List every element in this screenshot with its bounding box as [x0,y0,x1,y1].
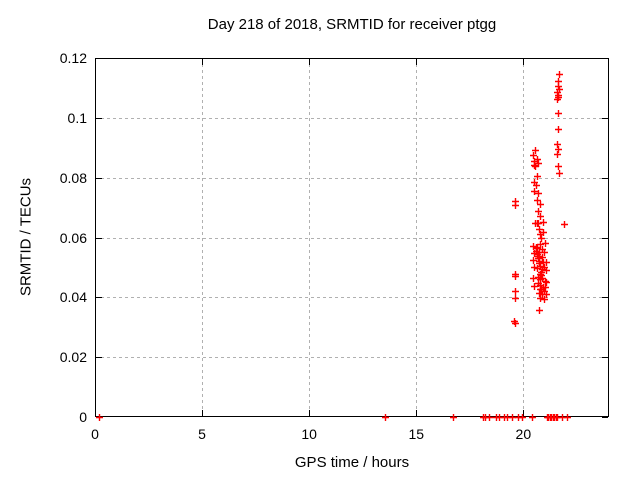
data-point-marker [530,243,537,250]
x-tick-label: 10 [301,426,317,442]
x-axis-label: GPS time / hours [294,454,410,471]
data-point-marker [537,276,544,283]
tick-marks [95,58,608,418]
data-point-marker [540,219,547,226]
data-point-marker [535,255,542,262]
y-tick-label: 0.08 [59,169,87,186]
data-point-marker [564,414,571,421]
data-point-marker [535,190,542,197]
data-point-marker [530,152,537,159]
data-point-marker [534,197,541,204]
chart-title: Day 218 of 2018, SRMTID for receiver ptg… [207,16,497,33]
data-point-marker [535,208,542,215]
data-point-marker [534,251,541,258]
data-point-marker [555,110,562,117]
data-point-marker [555,163,562,170]
data-point-marker [530,257,537,264]
data-point-marker [542,240,549,247]
grid-lines [95,58,609,417]
data-points [96,71,571,421]
x-tick-label: 15 [408,426,425,442]
data-point-marker [512,288,519,295]
data-point-marker [529,414,536,421]
data-point-marker [538,235,545,242]
data-point-marker [543,279,550,286]
data-point-marker [533,182,540,189]
data-point-marker [542,284,549,291]
data-point-marker [537,231,544,238]
data-point-marker [536,307,543,314]
data-point-marker [536,260,543,267]
data-point-marker [554,151,561,158]
data-point-marker [542,278,549,285]
data-point-marker [512,202,519,209]
data-point-marker [556,170,563,177]
plot-frame [95,58,609,417]
data-point-marker [543,259,550,266]
data-point-marker [532,147,539,154]
data-point-marker [561,221,568,228]
data-point-marker [554,96,561,103]
data-point-marker [541,249,548,256]
data-point-marker [543,267,550,274]
y-tick-label: 0.04 [59,289,87,306]
data-point-marker [519,414,526,421]
data-point-marker [531,188,538,195]
data-point-marker [486,414,493,421]
data-point-marker [530,275,537,282]
x-tick-label: 5 [198,426,206,442]
data-point-marker [543,291,550,298]
x-tick-label: 0 [91,426,99,442]
y-tick-label: 0.1 [67,109,87,126]
data-point-marker [531,162,538,169]
data-point-marker [556,71,563,78]
data-point-marker [555,146,562,153]
data-point-marker [536,226,543,233]
y-tick-label: 0.06 [59,229,87,246]
data-point-marker [512,295,519,302]
data-point-marker [537,241,544,248]
data-point-marker [555,126,562,133]
data-point-marker [541,296,548,303]
data-point-marker [512,273,519,280]
data-point-marker [539,254,546,261]
y-tick-label: 0.12 [59,50,87,66]
y-tick-label: 0 [79,409,87,425]
data-point-marker [554,141,561,148]
data-point-marker [512,320,519,327]
data-point-marker [531,283,538,290]
data-point-marker [450,414,457,421]
data-point-marker [537,295,544,302]
data-point-marker [534,265,541,272]
plot-area [95,58,609,421]
data-point-marker [96,414,103,421]
data-point-marker [382,414,389,421]
data-point-marker [532,163,539,170]
data-point-marker [509,414,516,421]
data-point-marker [534,173,541,180]
x-tick-label: 20 [515,426,532,442]
data-point-marker [537,213,544,220]
data-point-marker [535,220,542,227]
data-point-marker [537,201,544,208]
y-tick-label: 0.02 [59,349,87,366]
